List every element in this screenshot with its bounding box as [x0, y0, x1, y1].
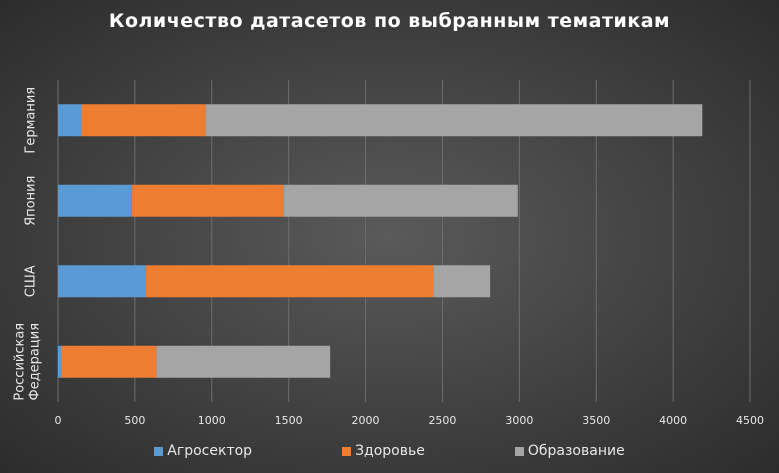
chart-legend: Агросектор Здоровье Образование — [0, 440, 779, 462]
legend-label-health: Здоровье — [355, 443, 425, 459]
y-tick-label: РоссийскаяФедерация — [12, 323, 42, 401]
x-tick-label: 3000 — [505, 414, 533, 427]
y-tick-label: Германия — [24, 87, 39, 154]
legend-swatch-education — [514, 446, 524, 456]
legend-item-education: Образование — [514, 443, 625, 459]
legend-item-health: Здоровье — [342, 443, 425, 459]
bar-segment-agro — [58, 104, 82, 137]
legend-swatch-health — [342, 446, 352, 456]
y-tick-label: США — [24, 265, 39, 297]
x-tick-label: 4000 — [659, 414, 687, 427]
x-tick-label: 500 — [124, 414, 145, 427]
x-tick-label: 2000 — [352, 414, 380, 427]
bar-segment-health — [81, 104, 206, 137]
legend-swatch-agro — [154, 446, 164, 456]
bar-segment-education — [156, 345, 331, 378]
bar-segment-health — [145, 265, 434, 298]
x-tick-label: 0 — [55, 414, 62, 427]
bar-segment-education — [433, 265, 491, 298]
bar-segment-health — [131, 184, 285, 217]
bar-segment-education — [284, 184, 518, 217]
x-tick-label: 4500 — [736, 414, 764, 427]
x-tick-label: 3500 — [582, 414, 610, 427]
x-tick-label: 1500 — [275, 414, 303, 427]
bar-segment-agro — [58, 184, 132, 217]
bar-segment-education — [205, 104, 703, 137]
bar-segment-agro — [58, 345, 62, 378]
chart-title: Количество датасетов по выбранным темати… — [108, 10, 671, 32]
bar-segment-health — [61, 345, 157, 378]
legend-label-agro: Агросектор — [167, 443, 253, 459]
legend-label-education: Образование — [527, 443, 625, 459]
legend-item-agro: Агросектор — [154, 443, 252, 459]
x-tick-label: 1000 — [198, 414, 226, 427]
y-tick-label: Япония — [24, 176, 39, 226]
bar-segment-agro — [58, 265, 146, 298]
x-tick-label: 2500 — [428, 414, 456, 427]
